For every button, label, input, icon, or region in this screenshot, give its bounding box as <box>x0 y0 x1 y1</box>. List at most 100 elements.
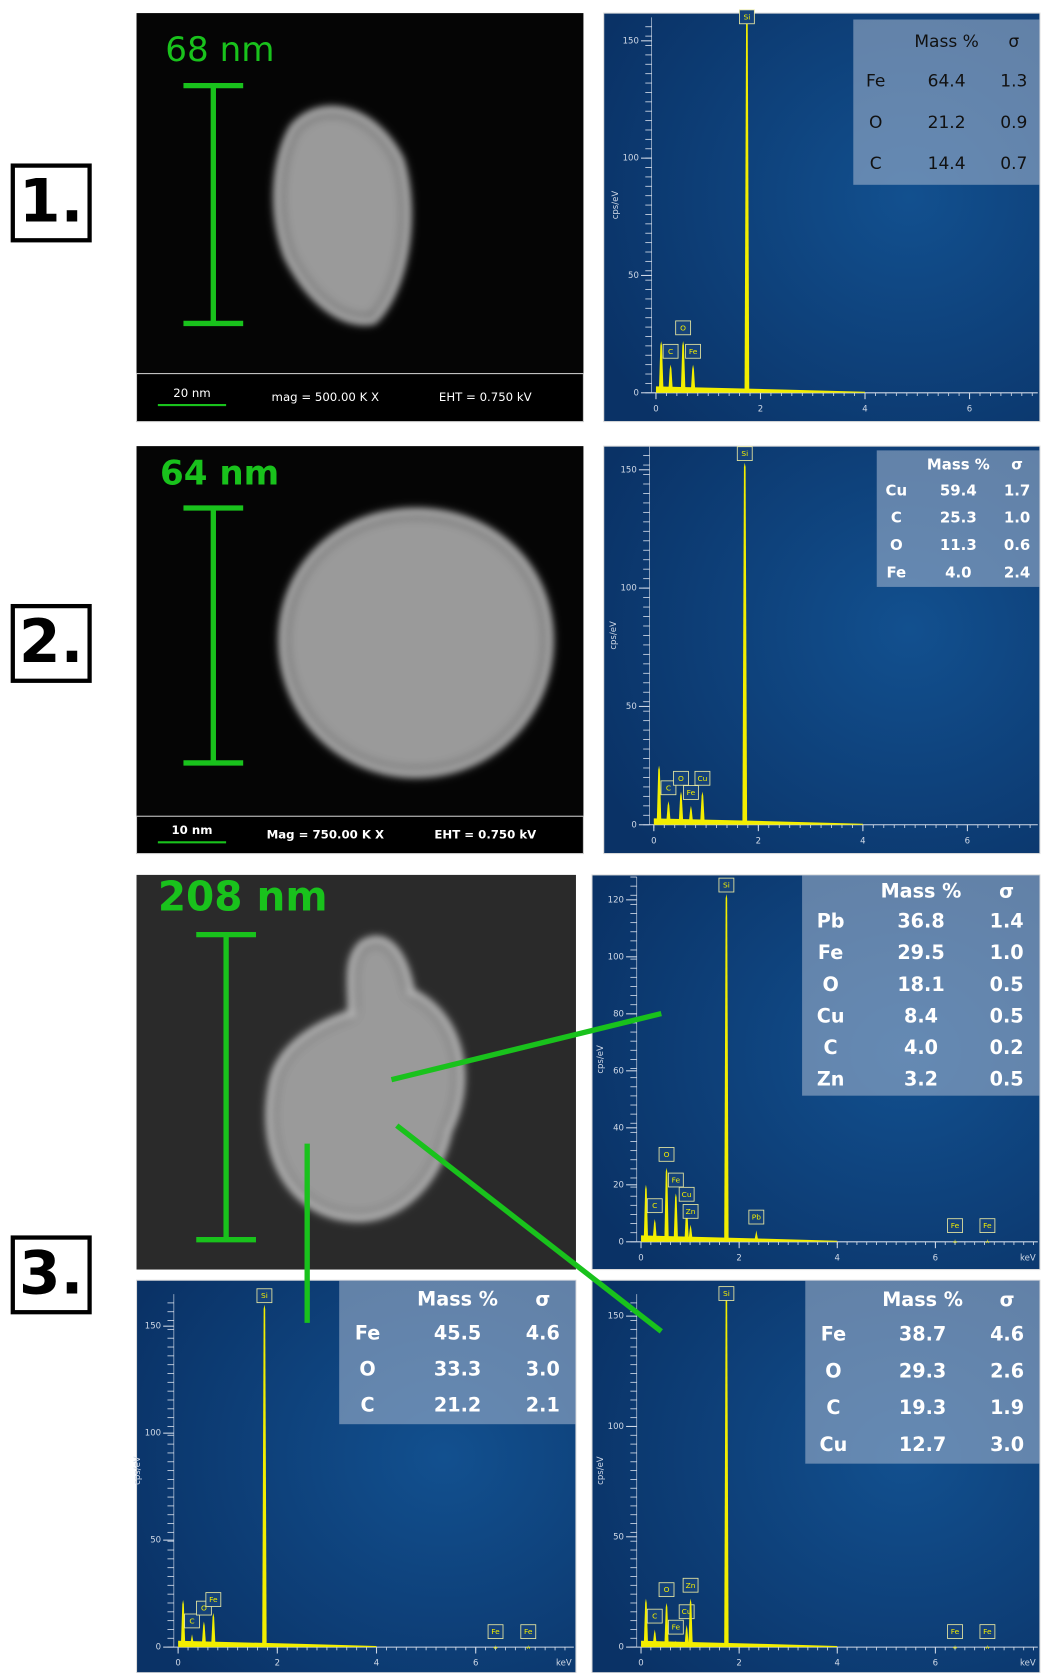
table-cell: 12.7 <box>899 1433 946 1456</box>
y-axis-label: cps/eV <box>596 1456 606 1485</box>
micro-scale-label: 20 nm <box>173 386 210 400</box>
peak-label: Si <box>723 881 730 890</box>
peak-label: C <box>666 783 671 792</box>
table-cell: 29.5 <box>897 941 944 964</box>
x-tick-label: 2 <box>275 1659 280 1669</box>
table-cell: 21.2 <box>434 1394 481 1417</box>
table-header: Mass % <box>881 880 962 903</box>
table-cell: C <box>824 1036 838 1059</box>
x-axis-label: keV <box>1020 1659 1036 1669</box>
peak-label: C <box>668 347 673 356</box>
table-cell: 0.2 <box>990 1036 1024 1059</box>
peak-label: O <box>678 774 684 783</box>
panel-number: 2. <box>19 608 83 677</box>
peak-label: Cu <box>682 1190 692 1199</box>
table-cell: 4.6 <box>526 1322 560 1345</box>
magnification: Mag = 750.00 K X <box>267 827 384 841</box>
table-header: σ <box>999 880 1014 903</box>
y-tick-label: 150 <box>620 465 636 475</box>
table-cell: 0.5 <box>990 1004 1024 1027</box>
peak-label: Fe <box>951 1627 960 1636</box>
table-header: σ <box>1000 1288 1015 1311</box>
peak-label: Fe <box>951 1221 960 1230</box>
panel-number: 3. <box>19 1240 83 1309</box>
table-cell: 59.4 <box>940 481 977 499</box>
table-cell: Fe <box>866 71 885 91</box>
table-cell: 11.3 <box>940 536 977 554</box>
table-header: Mass % <box>927 455 990 473</box>
table-cell: C <box>870 154 882 174</box>
y-tick-label: 80 <box>613 1009 624 1019</box>
table-cell: Fe <box>886 563 906 581</box>
table-cell: 1.3 <box>1000 71 1027 91</box>
peak-label: Si <box>743 12 750 21</box>
peak-label: Zn <box>686 1581 696 1590</box>
y-tick-label: 100 <box>608 1422 624 1432</box>
y-tick-label: 0 <box>631 820 636 830</box>
table-cell: O <box>890 536 903 554</box>
table-cell: 3.0 <box>526 1358 560 1381</box>
eht: EHT = 0.750 kV <box>434 827 537 841</box>
y-axis-label: cps/eV <box>133 1456 143 1485</box>
x-tick-label: 6 <box>967 404 972 414</box>
x-tick-label: 4 <box>374 1659 379 1669</box>
table-cell: Cu <box>820 1433 848 1456</box>
x-tick-label: 0 <box>175 1659 180 1669</box>
table-cell: 2.4 <box>1004 563 1030 581</box>
x-tick-label: 0 <box>638 1659 643 1669</box>
table-cell: Fe <box>821 1323 846 1346</box>
table-cell: Cu <box>886 481 908 499</box>
table-cell: 4.0 <box>904 1036 938 1059</box>
peak-label: C <box>189 1616 194 1625</box>
x-tick-label: 6 <box>933 1659 938 1669</box>
y-tick-label: 50 <box>613 1532 624 1542</box>
table-cell: C <box>361 1394 375 1417</box>
x-tick-label: 2 <box>756 836 761 846</box>
table-cell: 33.3 <box>434 1358 481 1381</box>
x-tick-label: 6 <box>965 836 970 846</box>
table-cell: 1.0 <box>1004 509 1030 527</box>
eht: EHT = 0.750 kV <box>439 390 532 404</box>
table-cell: 2.6 <box>990 1359 1024 1382</box>
peak-label: Fe <box>524 1627 533 1636</box>
y-tick-label: 150 <box>145 1322 161 1332</box>
x-tick-label: 4 <box>835 1659 840 1669</box>
peak-label: Fe <box>491 1627 500 1636</box>
table-header: σ <box>535 1288 550 1311</box>
x-axis-label: keV <box>1020 1253 1036 1263</box>
y-axis-label: cps/eV <box>611 191 621 220</box>
y-tick-label: 100 <box>145 1429 161 1439</box>
y-tick-label: 100 <box>623 154 639 164</box>
peak-label: Fe <box>672 1623 681 1632</box>
table-cell: 64.4 <box>928 71 966 91</box>
peak-label: Si <box>741 449 748 458</box>
y-tick-label: 0 <box>619 1643 624 1653</box>
peak-label: Fe <box>687 788 696 797</box>
table-cell: O <box>825 1359 841 1382</box>
table-cell: O <box>359 1358 375 1381</box>
table-cell: C <box>826 1396 840 1419</box>
table-cell: C <box>891 509 902 527</box>
table-cell: Pb <box>817 910 845 933</box>
x-tick-label: 6 <box>933 1253 938 1263</box>
x-tick-label: 4 <box>862 404 867 414</box>
table-cell: 0.6 <box>1004 536 1030 554</box>
peak-label: Pb <box>752 1213 761 1222</box>
x-tick-label: 2 <box>758 404 763 414</box>
y-tick-label: 50 <box>628 271 639 281</box>
y-tick-label: 120 <box>608 895 624 905</box>
table-cell: 18.1 <box>897 973 944 996</box>
x-tick-label: 6 <box>473 1659 478 1669</box>
y-axis-label: cps/eV <box>596 1045 606 1074</box>
y-tick-label: 150 <box>608 1312 624 1322</box>
peak-label: Fe <box>983 1627 992 1636</box>
table-cell: 36.8 <box>897 910 944 933</box>
peak-label: C <box>652 1201 657 1210</box>
table-cell: 4.6 <box>990 1323 1024 1346</box>
y-tick-label: 20 <box>613 1180 624 1190</box>
peak-label: Si <box>723 1289 730 1298</box>
table-header: σ <box>1011 455 1023 473</box>
y-tick-label: 50 <box>150 1536 161 1546</box>
table-cell: 14.4 <box>928 154 966 174</box>
table-header: Mass % <box>417 1288 498 1311</box>
